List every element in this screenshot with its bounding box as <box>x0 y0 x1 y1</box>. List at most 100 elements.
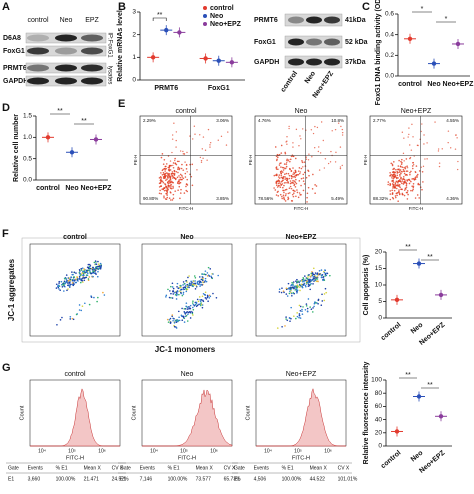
quadrant-label: 90.80% <box>143 196 158 201</box>
jc1-dot <box>171 286 174 288</box>
jc1-dot <box>167 321 170 323</box>
flow-dot <box>421 170 424 173</box>
flow-dot <box>297 170 300 172</box>
jc1-dot <box>88 303 91 306</box>
jc1-dot <box>66 282 69 284</box>
flow-dot <box>407 136 409 138</box>
jc1-dot <box>326 272 329 275</box>
flow-dot <box>169 184 172 186</box>
jc1-dot <box>296 315 299 318</box>
jc1-dot <box>193 282 195 285</box>
jc1-dot <box>293 287 295 289</box>
flow-dot <box>447 130 450 132</box>
jc1-dot <box>308 284 311 287</box>
jc1-dot <box>85 271 88 273</box>
jc1-dot <box>176 293 178 296</box>
flow-dot <box>391 171 394 174</box>
jc1-dot <box>316 275 318 278</box>
jc1-dot <box>172 293 175 295</box>
table-header: Mean X <box>196 465 214 471</box>
jc1-dot <box>322 276 324 279</box>
jc1-dot <box>302 277 305 279</box>
jc1-dot <box>298 314 301 317</box>
flow-dot <box>416 173 419 176</box>
flow-dot <box>292 142 294 144</box>
jc1-dot <box>177 310 180 313</box>
significance-bracket <box>152 17 167 21</box>
histogram-tick-label: 10⁶ <box>98 448 106 454</box>
flow-dot <box>311 156 313 158</box>
jc1-dot <box>206 296 209 299</box>
jc1-dot <box>186 281 188 283</box>
jc1-dot <box>315 302 317 304</box>
flow-dot <box>411 178 413 180</box>
flow-dot <box>165 198 168 201</box>
flow-dot <box>292 173 294 176</box>
table-header: CV X <box>224 465 236 471</box>
jc1-dot <box>63 290 65 292</box>
blot-row-label: GAPDH <box>254 59 279 66</box>
flow-dot <box>163 158 166 161</box>
flow-dot <box>192 138 194 140</box>
jc1-dot <box>312 307 314 309</box>
blot-column-label: control <box>27 17 48 24</box>
jc1-dot <box>168 296 171 299</box>
jc1-dot <box>186 306 189 309</box>
jc1-dot <box>199 299 201 301</box>
blot-band <box>27 77 49 85</box>
flow-dot <box>394 171 396 174</box>
jc1-dot <box>170 285 172 288</box>
jc1-dot <box>180 288 183 291</box>
flow-dot <box>277 176 280 178</box>
jc1-dot <box>184 308 187 310</box>
jc1-dot <box>63 285 65 287</box>
jc1-dot <box>298 281 300 283</box>
flow-dot <box>284 173 286 176</box>
flow-dot <box>290 177 293 180</box>
flow-dot <box>171 171 174 173</box>
jc1-dot <box>199 304 202 307</box>
flow-dot <box>392 185 395 187</box>
flow-dot <box>390 162 393 165</box>
flow-dot <box>178 185 181 188</box>
jc1-dot <box>325 291 328 294</box>
jc1-dot <box>312 267 315 270</box>
flow-dot <box>341 131 344 134</box>
flow-dot <box>391 176 393 179</box>
flow-dot <box>275 194 278 196</box>
flow-dot <box>286 161 288 164</box>
flow-dot <box>293 171 295 174</box>
jc1-dot <box>72 318 75 321</box>
jc1-dot <box>96 267 98 270</box>
quadrant-label: 88.32% <box>373 196 388 201</box>
jc1-dot <box>79 281 82 284</box>
flow-dot <box>406 198 409 200</box>
jc1-dot <box>295 287 297 289</box>
jc1-dot <box>308 280 311 283</box>
jc1-dot <box>194 301 197 304</box>
jc1-dot <box>200 278 203 281</box>
histogram-title: control <box>64 371 85 378</box>
jc1-dot <box>68 281 70 283</box>
flow-dot <box>172 185 174 188</box>
flow-dot <box>397 165 400 167</box>
flow-dot <box>341 134 344 136</box>
flow-dot <box>185 183 188 185</box>
flow-dot <box>411 185 413 188</box>
flow-dot <box>401 166 404 169</box>
significance-label: ** <box>405 244 411 251</box>
jc1-dot <box>296 289 299 292</box>
significance-label: * <box>445 16 448 23</box>
flow-dot <box>303 183 306 185</box>
jc1-dot <box>183 283 186 285</box>
flow-dot <box>284 200 287 202</box>
jc1-dot <box>288 292 291 295</box>
flow-dot <box>174 157 176 160</box>
jc1-dot <box>197 280 200 283</box>
flow-dot <box>175 139 177 142</box>
jc1-dot <box>305 305 308 307</box>
jc1-dot <box>81 267 84 269</box>
flow-dot <box>285 172 288 175</box>
data-point <box>416 394 422 399</box>
jc1-dot <box>56 323 58 326</box>
